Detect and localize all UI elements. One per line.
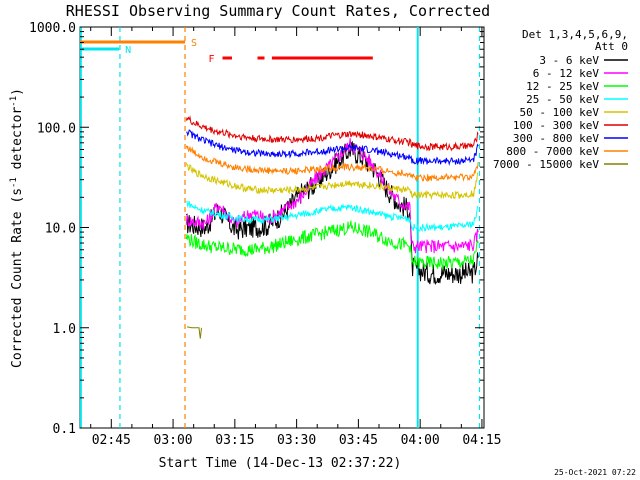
x-tick-label: 03:15 [215,433,254,448]
flag-label: N [125,45,131,56]
x-tick-label: 02:45 [92,433,131,448]
time-markers [79,27,481,428]
x-tick-label: 04:15 [462,433,501,448]
x-tick-label: 03:45 [339,433,378,448]
y-label-exp-2: -1 [9,96,19,107]
legend-entry-label: 25 - 50 keV [526,93,599,106]
series-lines [185,115,479,339]
x-axis-label: Start Time (14-Dec-13 02:37:22) [159,456,402,471]
legend-entry-label: 800 - 7000 keV [506,145,599,158]
y-tick-label: 100.0 [37,121,76,136]
y-label-main: Corrected Count Rate (s [10,188,25,368]
y-tick-label: 1.0 [53,322,76,337]
y-label-mid: detector [10,107,25,178]
x-tick-label: 03:30 [277,433,316,448]
legend-entry-label: 7000 - 15000 keV [493,158,599,171]
x-tick-label: 04:00 [401,433,440,448]
series-line [187,326,202,339]
axis-ticks: 1000.0 100.0 10.0 1.0 0.1 02:45 03:00 03:15 03:3… [29,21,501,448]
chart-title: RHESSI Observing Summary Count Rates, Co… [66,2,490,20]
y-tick-label: 1000.0 [29,21,76,36]
series-line [185,138,479,254]
legend-entry-label: 6 - 12 keV [533,67,600,80]
legend-entry-label: 50 - 100 keV [520,106,600,119]
legend-entry-label: 12 - 25 keV [526,80,599,93]
legend-header-2: Att 0 [595,40,628,53]
flag-label: F [208,54,214,65]
legend-header-1: Det 1,3,4,5,6,9, [522,28,628,41]
legend-entry-label: 300 - 800 keV [513,132,599,145]
series-line [186,200,479,233]
series-line [185,220,479,270]
series-line [185,145,479,183]
series-line [186,129,479,166]
series-line [185,115,479,152]
series-line [185,162,479,201]
state-flags: N SF [80,38,373,65]
y-label-exp-1: -1 [9,177,19,188]
y-tick-label: 10.0 [45,222,76,237]
y-tick-label: 0.1 [53,422,76,437]
legend-entry-label: 3 - 6 keV [539,54,599,67]
legend-entry-label: 100 - 300 keV [513,119,599,132]
footer-timestamp: 25-Oct-2021 07:22 [554,468,636,477]
flag-label: S [191,38,197,49]
x-tick-label: 03:00 [154,433,193,448]
y-label-end: ) [10,88,25,96]
y-axis-label: Corrected Count Rate (s-1 detector-1) [9,88,25,368]
